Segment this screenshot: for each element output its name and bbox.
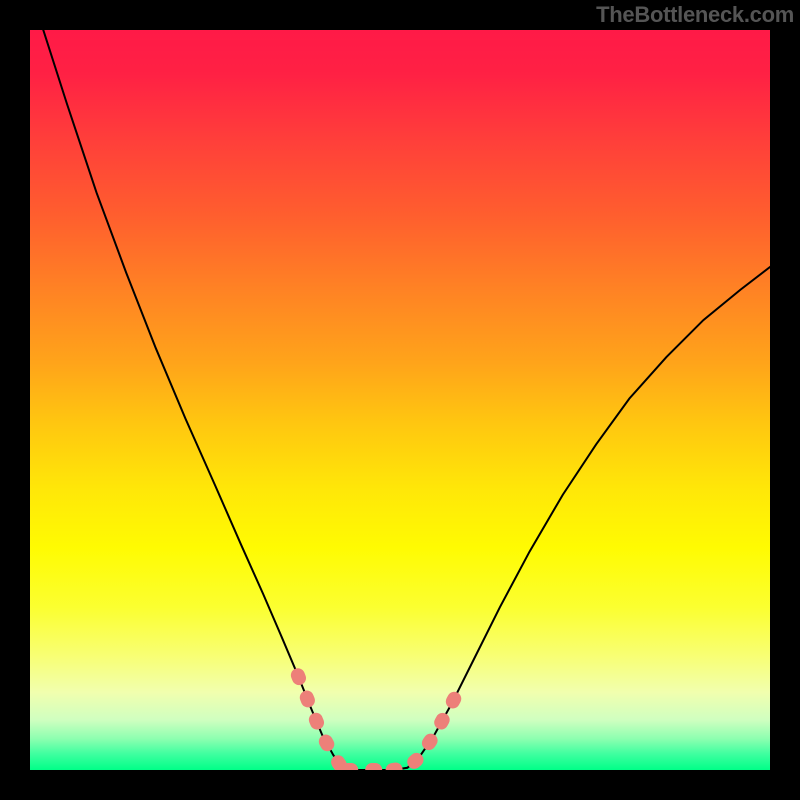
source-watermark: TheBottleneck.com	[596, 2, 794, 28]
chart-root: TheBottleneck.com	[0, 0, 800, 800]
bottleneck-curve-chart	[0, 0, 800, 800]
gradient-background	[30, 30, 770, 770]
